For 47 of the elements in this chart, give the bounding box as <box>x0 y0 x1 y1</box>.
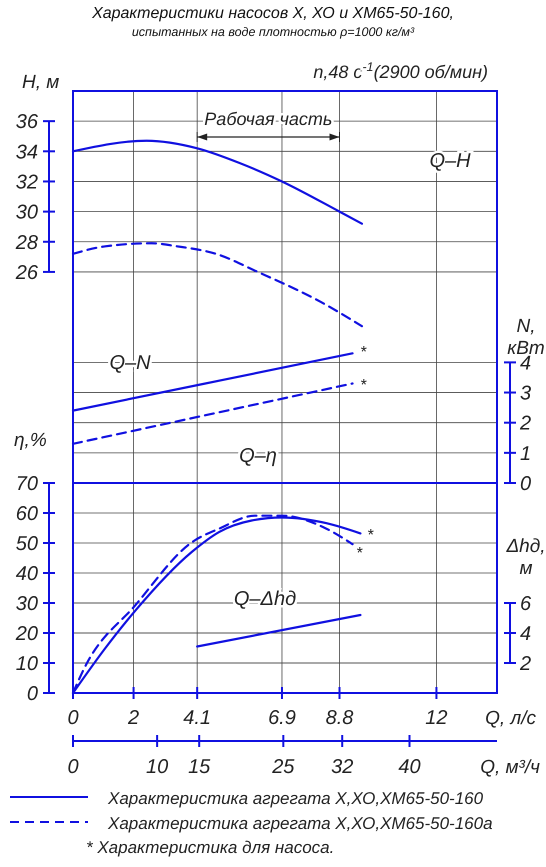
y2-tick-label: 4 <box>520 623 532 645</box>
y-tick-label: 30 <box>16 593 38 615</box>
annotation: * <box>360 377 367 394</box>
y2-tick-label: 6 <box>520 593 532 615</box>
x-tick-label: 2 <box>127 707 140 729</box>
x2-tick-label: 32 <box>331 756 354 778</box>
x-tick-label: 8.8 <box>326 707 354 729</box>
x-tick-label: 4.1 <box>183 707 212 729</box>
x2-tick-label: 25 <box>271 756 296 778</box>
y-tick-label: 32 <box>16 171 38 194</box>
y-tick-label: 40 <box>16 563 38 585</box>
y2-axis-title: Δhд, м <box>505 536 546 579</box>
y-tick-label: 70 <box>16 473 38 495</box>
x2-tick-label: 10 <box>146 756 168 778</box>
y-tick-label: 10 <box>16 653 38 675</box>
x2-tick-label: 0 <box>67 756 79 778</box>
y-tick-label: 34 <box>16 141 38 164</box>
y2-tick-label: 1 <box>520 442 532 465</box>
legend-label: Характеристика агрегата Х,ХО,ХМ65-50-160 <box>107 789 484 808</box>
annotation: * <box>360 344 367 361</box>
legend-label: Характеристика агрегата Х,ХО,ХМ65-50-160а <box>107 814 493 833</box>
chart-subtitle: испытанных на воде плотностью ρ=1000 кг/м³ <box>132 25 415 39</box>
y-axis-title: H, м <box>22 72 60 93</box>
y-tick-label: 36 <box>16 111 39 134</box>
y-tick-label: 26 <box>14 262 39 284</box>
y2-tick-label: 2 <box>519 412 532 435</box>
annotation: * <box>356 545 363 562</box>
y-tick-label: 28 <box>14 232 38 254</box>
y-tick-label: 20 <box>14 623 38 645</box>
x-axis-title: Q, л/с <box>485 708 536 729</box>
y2-tick-label: 3 <box>520 382 532 405</box>
text: * Характеристика для насоса. <box>86 838 334 857</box>
x2-axis-title: Q, м³/ч <box>480 757 540 778</box>
x2-tick-label: 15 <box>188 756 212 778</box>
y-tick-label: 60 <box>16 503 38 525</box>
y-tick-label: 0 <box>26 683 38 705</box>
y2-tick-label: 2 <box>519 653 532 675</box>
x-tick-label: 12 <box>425 707 448 729</box>
annotation: * <box>367 527 374 544</box>
y-tick-label: 30 <box>16 202 38 224</box>
x-tick-label: 0 <box>67 707 79 729</box>
y-axis-title: η,% <box>14 430 47 451</box>
x-tick-label: 6.9 <box>268 707 296 729</box>
x2-tick-label: 40 <box>398 756 421 778</box>
chart-title: Характеристики насосов Х, ХО и ХМ65-50-160, <box>91 5 454 22</box>
y2-tick-label: 0 <box>520 473 532 495</box>
y-tick-label: 50 <box>16 533 38 555</box>
